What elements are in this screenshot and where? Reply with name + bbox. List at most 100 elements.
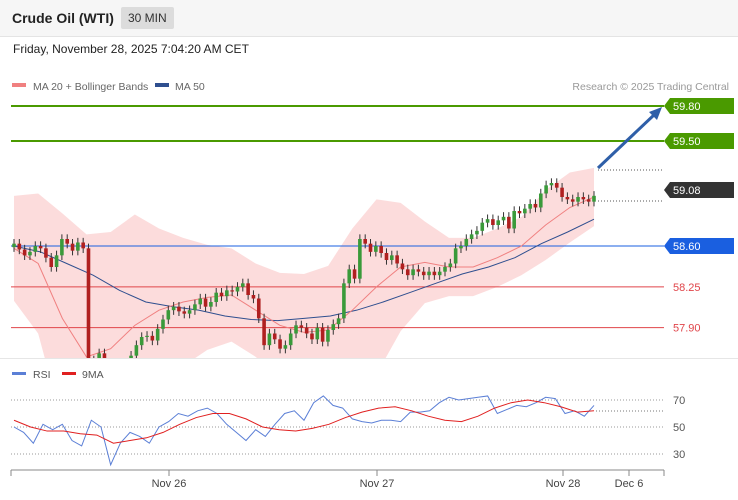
candle-body-109 [592,195,596,202]
rsi-ma-legend-label: 9MA [82,369,104,381]
candle-body-85 [464,239,469,247]
candle-body-6 [44,248,48,258]
candle-body-82 [448,263,453,268]
candle-body-52 [288,333,293,346]
candle-body-22 [129,355,133,358]
level-label-3: 58.60 [673,241,701,253]
candle-body-24 [139,337,144,346]
candle-body-46 [256,298,261,319]
x-tick-label-0: Nov 26 [152,478,187,490]
candle-body-12 [76,242,80,251]
candle-body-49 [272,333,277,340]
timeframe-badge[interactable]: 30 MIN [121,7,174,29]
candle-body-23 [134,345,139,356]
candle-body-91 [496,220,501,226]
candle-body-66 [363,239,367,244]
rsi-ma-legend-swatch [62,372,76,375]
candle-body-50 [278,339,282,349]
candle-body-10 [65,239,70,244]
candle-body-106 [576,197,580,202]
candle-body-108 [586,199,591,202]
level-label-1: 59.50 [673,136,701,148]
candle-body-89 [485,219,490,223]
candle-body-57 [315,327,320,340]
level-tag-3 [664,238,734,255]
level-label-2: 59.08 [673,185,701,197]
candle-body-38 [214,292,219,303]
candle-body-83 [453,248,458,264]
level-tag-1 [664,133,734,150]
candle-body-98 [533,204,538,208]
rsi-legend-label: RSI [33,369,51,381]
level-label-0: 59.80 [673,101,701,113]
rsi-tick-70: 70 [673,395,685,407]
candle-body-14 [86,248,91,358]
candle-body-78 [427,271,431,276]
candle-body-16 [97,353,101,358]
candle-body-11 [70,243,75,251]
candle-body-105 [570,199,575,202]
candle-body-56 [310,333,314,340]
candle-body-76 [416,269,421,272]
candle-body-101 [549,183,554,186]
candle-body-26 [150,335,155,341]
candle-body-40 [225,290,229,297]
x-axis-ticks: Nov 26 Nov 27 Nov 28 Dec 6 [10,470,665,490]
ma20-legend-label: MA 20 + Bollinger Bands [33,81,148,93]
forecast-arrowhead [649,107,662,120]
candle-body-30 [171,306,176,311]
candle-body-1 [17,243,22,250]
price-levels [11,105,664,329]
candle-body-102 [554,183,559,188]
candle-body-74 [405,269,410,276]
rsi-legend-swatch [12,372,26,375]
candle-body-68 [374,246,378,252]
candle-body-60 [331,324,336,331]
chart-datetime: Friday, November 28, 2025 7:04:20 AM CET [13,42,249,56]
candle-body-13 [81,242,85,249]
candle-body-3 [28,251,32,256]
x-tick-label-1: Nov 27 [360,478,395,490]
candle-body-39 [219,292,224,297]
candle-body-86 [469,234,474,240]
candle-body-59 [326,330,330,342]
credit-label: Research © 2025 Trading Central [572,81,729,93]
candle-body-34 [193,304,197,311]
rsi-tick-30: 30 [673,449,685,461]
candle-body-8 [54,255,59,268]
ma20-line [13,196,595,358]
rsi-line [13,395,595,467]
ma50-legend-swatch [155,83,169,87]
panel-separator [0,358,738,359]
candle-body-32 [182,311,187,314]
candle-body-100 [544,185,548,194]
candle-body-92 [501,216,506,221]
forecast-arrow [596,112,657,170]
ma50-legend-label: MA 50 [175,81,205,93]
instrument-title: Crude Oil (WTI) [12,10,114,26]
chart-header: Crude Oil (WTI) 30 MIN [0,0,738,37]
rsi-panel: RSI 9MA 70 50 30 Nov 26 Nov 27 Nov 28 Dec 6 [10,369,685,490]
candle-body-94 [512,211,516,229]
candle-body-35 [198,298,203,305]
candle-body-44 [246,283,250,296]
candle-body-88 [480,222,485,231]
price-chart: MA 20 + Bollinger Bands MA 50 Research ©… [11,81,734,358]
candle-body-80 [437,271,442,276]
candle-body-62 [342,283,346,319]
rsi-ma-line [13,399,595,444]
candle-body-96 [523,208,527,214]
candle-body-27 [155,328,160,341]
candle-body-0 [12,243,16,248]
candle-body-5 [38,246,43,249]
price-level-labels: 59.80 59.50 59.08 58.60 58.25 57.90 [664,98,734,335]
candle-body-55 [304,327,309,334]
candle-body-42 [235,286,240,292]
candle-body-77 [421,271,426,276]
level-label-5: 57.90 [673,323,701,335]
candle-body-61 [336,318,341,325]
level-tag-2 [664,182,734,199]
candle-body-36 [203,298,208,307]
candle-body-104 [565,197,570,200]
candle-body-17 [102,353,107,358]
